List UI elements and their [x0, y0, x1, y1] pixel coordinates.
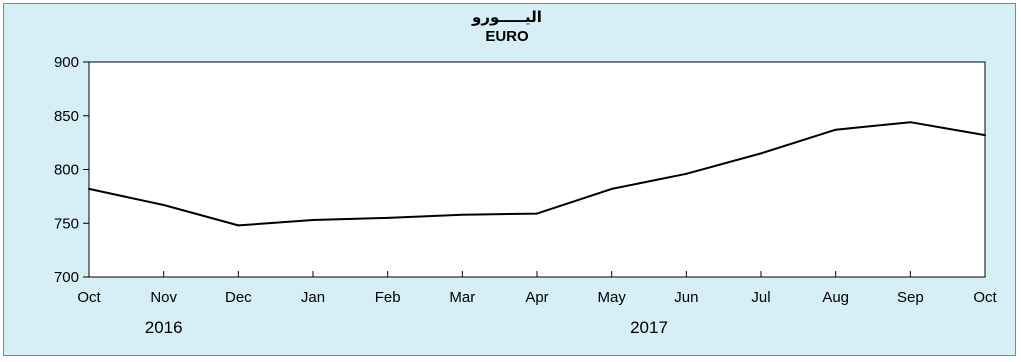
- y-tick-label: 750: [54, 215, 79, 232]
- chart-title: EURO: [485, 28, 529, 45]
- data-point: [834, 128, 837, 131]
- x-tick-label: Dec: [225, 289, 252, 306]
- data-point: [461, 213, 464, 216]
- data-point: [685, 172, 688, 175]
- x-tick-label: Apr: [525, 289, 548, 306]
- x-tick-label: Oct: [77, 289, 101, 306]
- chart-title-arabic: اليـــــورو: [471, 8, 542, 26]
- x-tick-label: Sep: [897, 289, 924, 306]
- y-axis: 700 750 800 850 900: [54, 54, 89, 286]
- x-tick-label: Jun: [674, 289, 698, 306]
- year-label: 2017: [630, 318, 668, 337]
- data-point: [162, 203, 165, 206]
- data-point: [386, 216, 389, 219]
- x-tick-label: Jul: [751, 289, 770, 306]
- x-tick-label: Aug: [822, 289, 849, 306]
- data-point: [760, 152, 762, 155]
- year-label: 2016: [145, 318, 183, 337]
- data-point: [237, 224, 240, 227]
- data-point: [536, 212, 538, 215]
- x-tick-label: Jan: [301, 289, 325, 306]
- y-tick-label: 700: [54, 269, 79, 286]
- x-tick-label: Nov: [150, 289, 177, 306]
- data-point: [984, 134, 986, 137]
- y-tick-label: 900: [54, 54, 79, 71]
- data-point: [909, 121, 912, 124]
- x-tick-label: Oct: [973, 289, 997, 306]
- x-tick-label: May: [597, 289, 626, 306]
- y-tick-label: 850: [54, 108, 79, 125]
- x-axis: Oct Nov Dec Jan Feb Mar Apr May Jun Jul Aug Sep Oct: [77, 271, 997, 306]
- series-layer: [88, 121, 986, 227]
- x-tick-label: Feb: [375, 289, 401, 306]
- y-tick-label: 800: [54, 162, 79, 179]
- data-point: [610, 187, 613, 190]
- plot-area: [88, 61, 986, 278]
- data-point: [88, 187, 90, 190]
- year-labels: 2016 2017: [145, 318, 668, 337]
- data-point: [312, 219, 314, 222]
- x-tick-label: Mar: [449, 289, 475, 306]
